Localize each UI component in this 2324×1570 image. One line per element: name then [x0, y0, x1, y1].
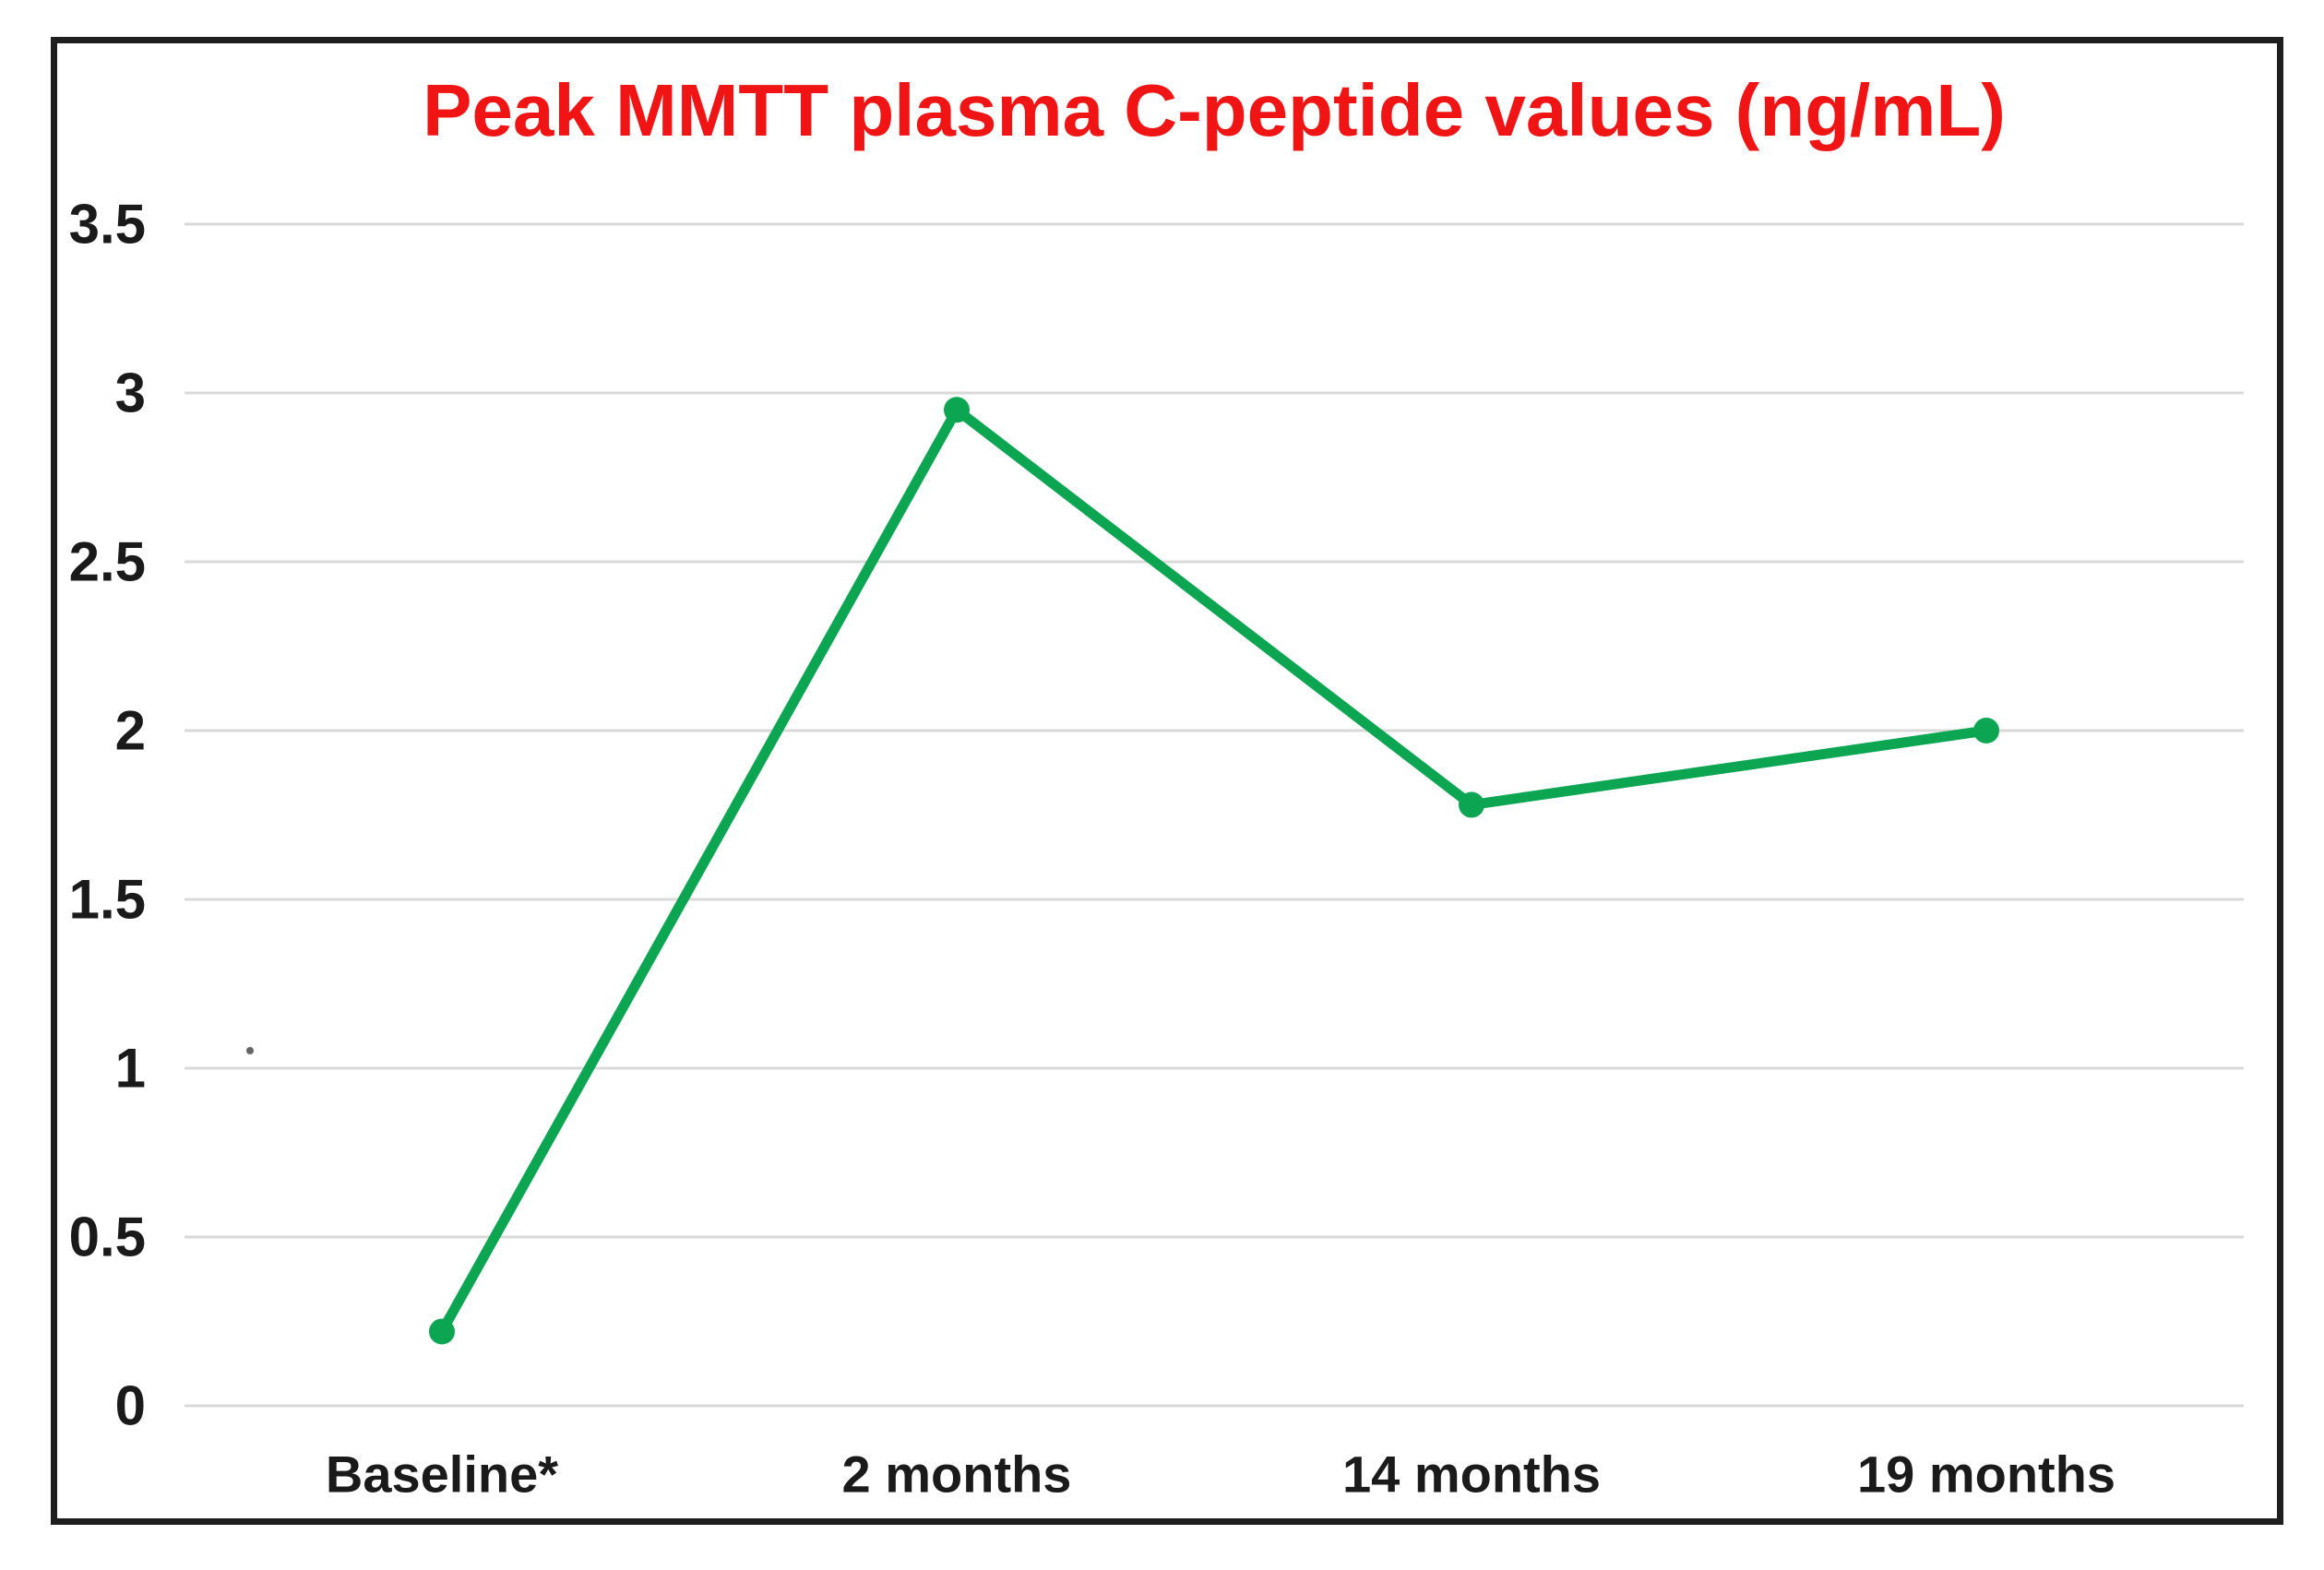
y-tick-label: 0: [115, 1375, 146, 1437]
data-point-marker: [944, 397, 970, 423]
x-category-label: 2 months: [842, 1445, 1072, 1504]
x-category-label: 14 months: [1342, 1445, 1601, 1504]
data-point-marker: [1973, 718, 1999, 743]
x-category-label: 19 months: [1857, 1445, 2115, 1504]
gridlines: [185, 222, 2244, 1408]
y-tick-label: 2: [115, 700, 146, 762]
y-tick-label: 1: [115, 1038, 146, 1100]
data-point-marker: [429, 1318, 455, 1345]
chart-title: Peak MMTT plasma C-peptide values (ng/mL…: [423, 69, 2006, 151]
y-axis-tick-labels: 0 0.5 1 1.5 2 2.5 3 3.5: [69, 194, 146, 1437]
y-tick-label: 2.5: [69, 531, 146, 593]
y-tick-label: 3: [115, 363, 146, 424]
y-tick-label: 0.5: [69, 1207, 146, 1268]
y-tick-label: 1.5: [69, 869, 146, 931]
data-series: [429, 397, 1999, 1345]
series-line: [436, 404, 1992, 1337]
x-category-label: Baseline*: [326, 1445, 558, 1504]
speck-artifact: [246, 1047, 254, 1054]
figure-border: [51, 37, 2283, 1525]
data-point-marker: [1459, 791, 1484, 818]
x-axis-category-labels: Baseline* 2 months 14 months 19 months: [326, 1445, 2115, 1504]
y-tick-label: 3.5: [69, 194, 146, 256]
